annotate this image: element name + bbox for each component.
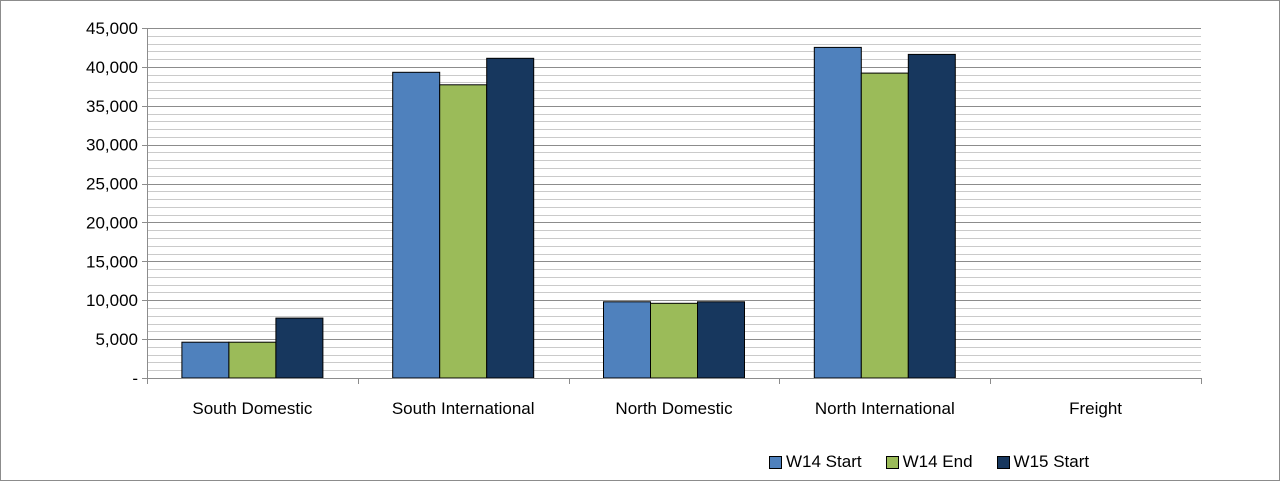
legend-item: W14 End — [885, 452, 973, 472]
bar-w14-start — [813, 46, 862, 379]
legend-label: W15 Start — [1013, 452, 1090, 471]
bars — [181, 46, 956, 379]
bar-w15-start — [697, 301, 745, 379]
y-tick-label: 20,000 — [86, 213, 138, 232]
x-category-label: Freight — [1069, 399, 1122, 418]
bar-w14-end — [228, 341, 277, 379]
bar-w15-start — [907, 53, 956, 379]
y-tick-label: 40,000 — [86, 58, 138, 77]
axes — [142, 28, 1202, 384]
x-category-label: North International — [815, 399, 955, 418]
bar-w14-start — [603, 301, 651, 379]
y-tick-label: 35,000 — [86, 97, 138, 116]
y-tick-label: 45,000 — [86, 19, 138, 38]
legend-label: W14 End — [902, 452, 973, 471]
tick-labels: - 5,000 10,000 15,000 20,000 25,000 30,000 35,0… — [86, 19, 1122, 418]
y-tick-label: 5,000 — [95, 330, 138, 349]
y-tick-label: 25,000 — [86, 175, 138, 194]
y-tick-label: 10,000 — [86, 291, 138, 310]
bar-w15-start — [486, 57, 535, 379]
legend-item: W15 Start — [996, 452, 1090, 472]
x-category-label: North Domestic — [615, 399, 733, 418]
legend: W14 Start W14 End W15 Start — [769, 450, 1089, 474]
bar-w15-start — [275, 317, 324, 379]
x-category-label: South International — [392, 399, 535, 418]
x-category-label: South Domestic — [192, 399, 312, 418]
bar-w14-start — [181, 341, 230, 379]
bar-w14-end — [439, 84, 488, 379]
legend-swatch — [996, 455, 1010, 469]
legend-swatch — [885, 455, 899, 469]
bar-w14-start — [392, 71, 441, 379]
bar-w14-end — [650, 302, 698, 379]
y-tick-label: - — [132, 369, 138, 388]
y-tick-label: 30,000 — [86, 136, 138, 155]
legend-label: W14 Start — [786, 452, 862, 471]
bar-w14-end — [860, 72, 909, 379]
legend-item: W14 Start — [769, 452, 862, 472]
y-tick-label: 15,000 — [86, 252, 138, 271]
legend-swatch — [769, 455, 782, 469]
